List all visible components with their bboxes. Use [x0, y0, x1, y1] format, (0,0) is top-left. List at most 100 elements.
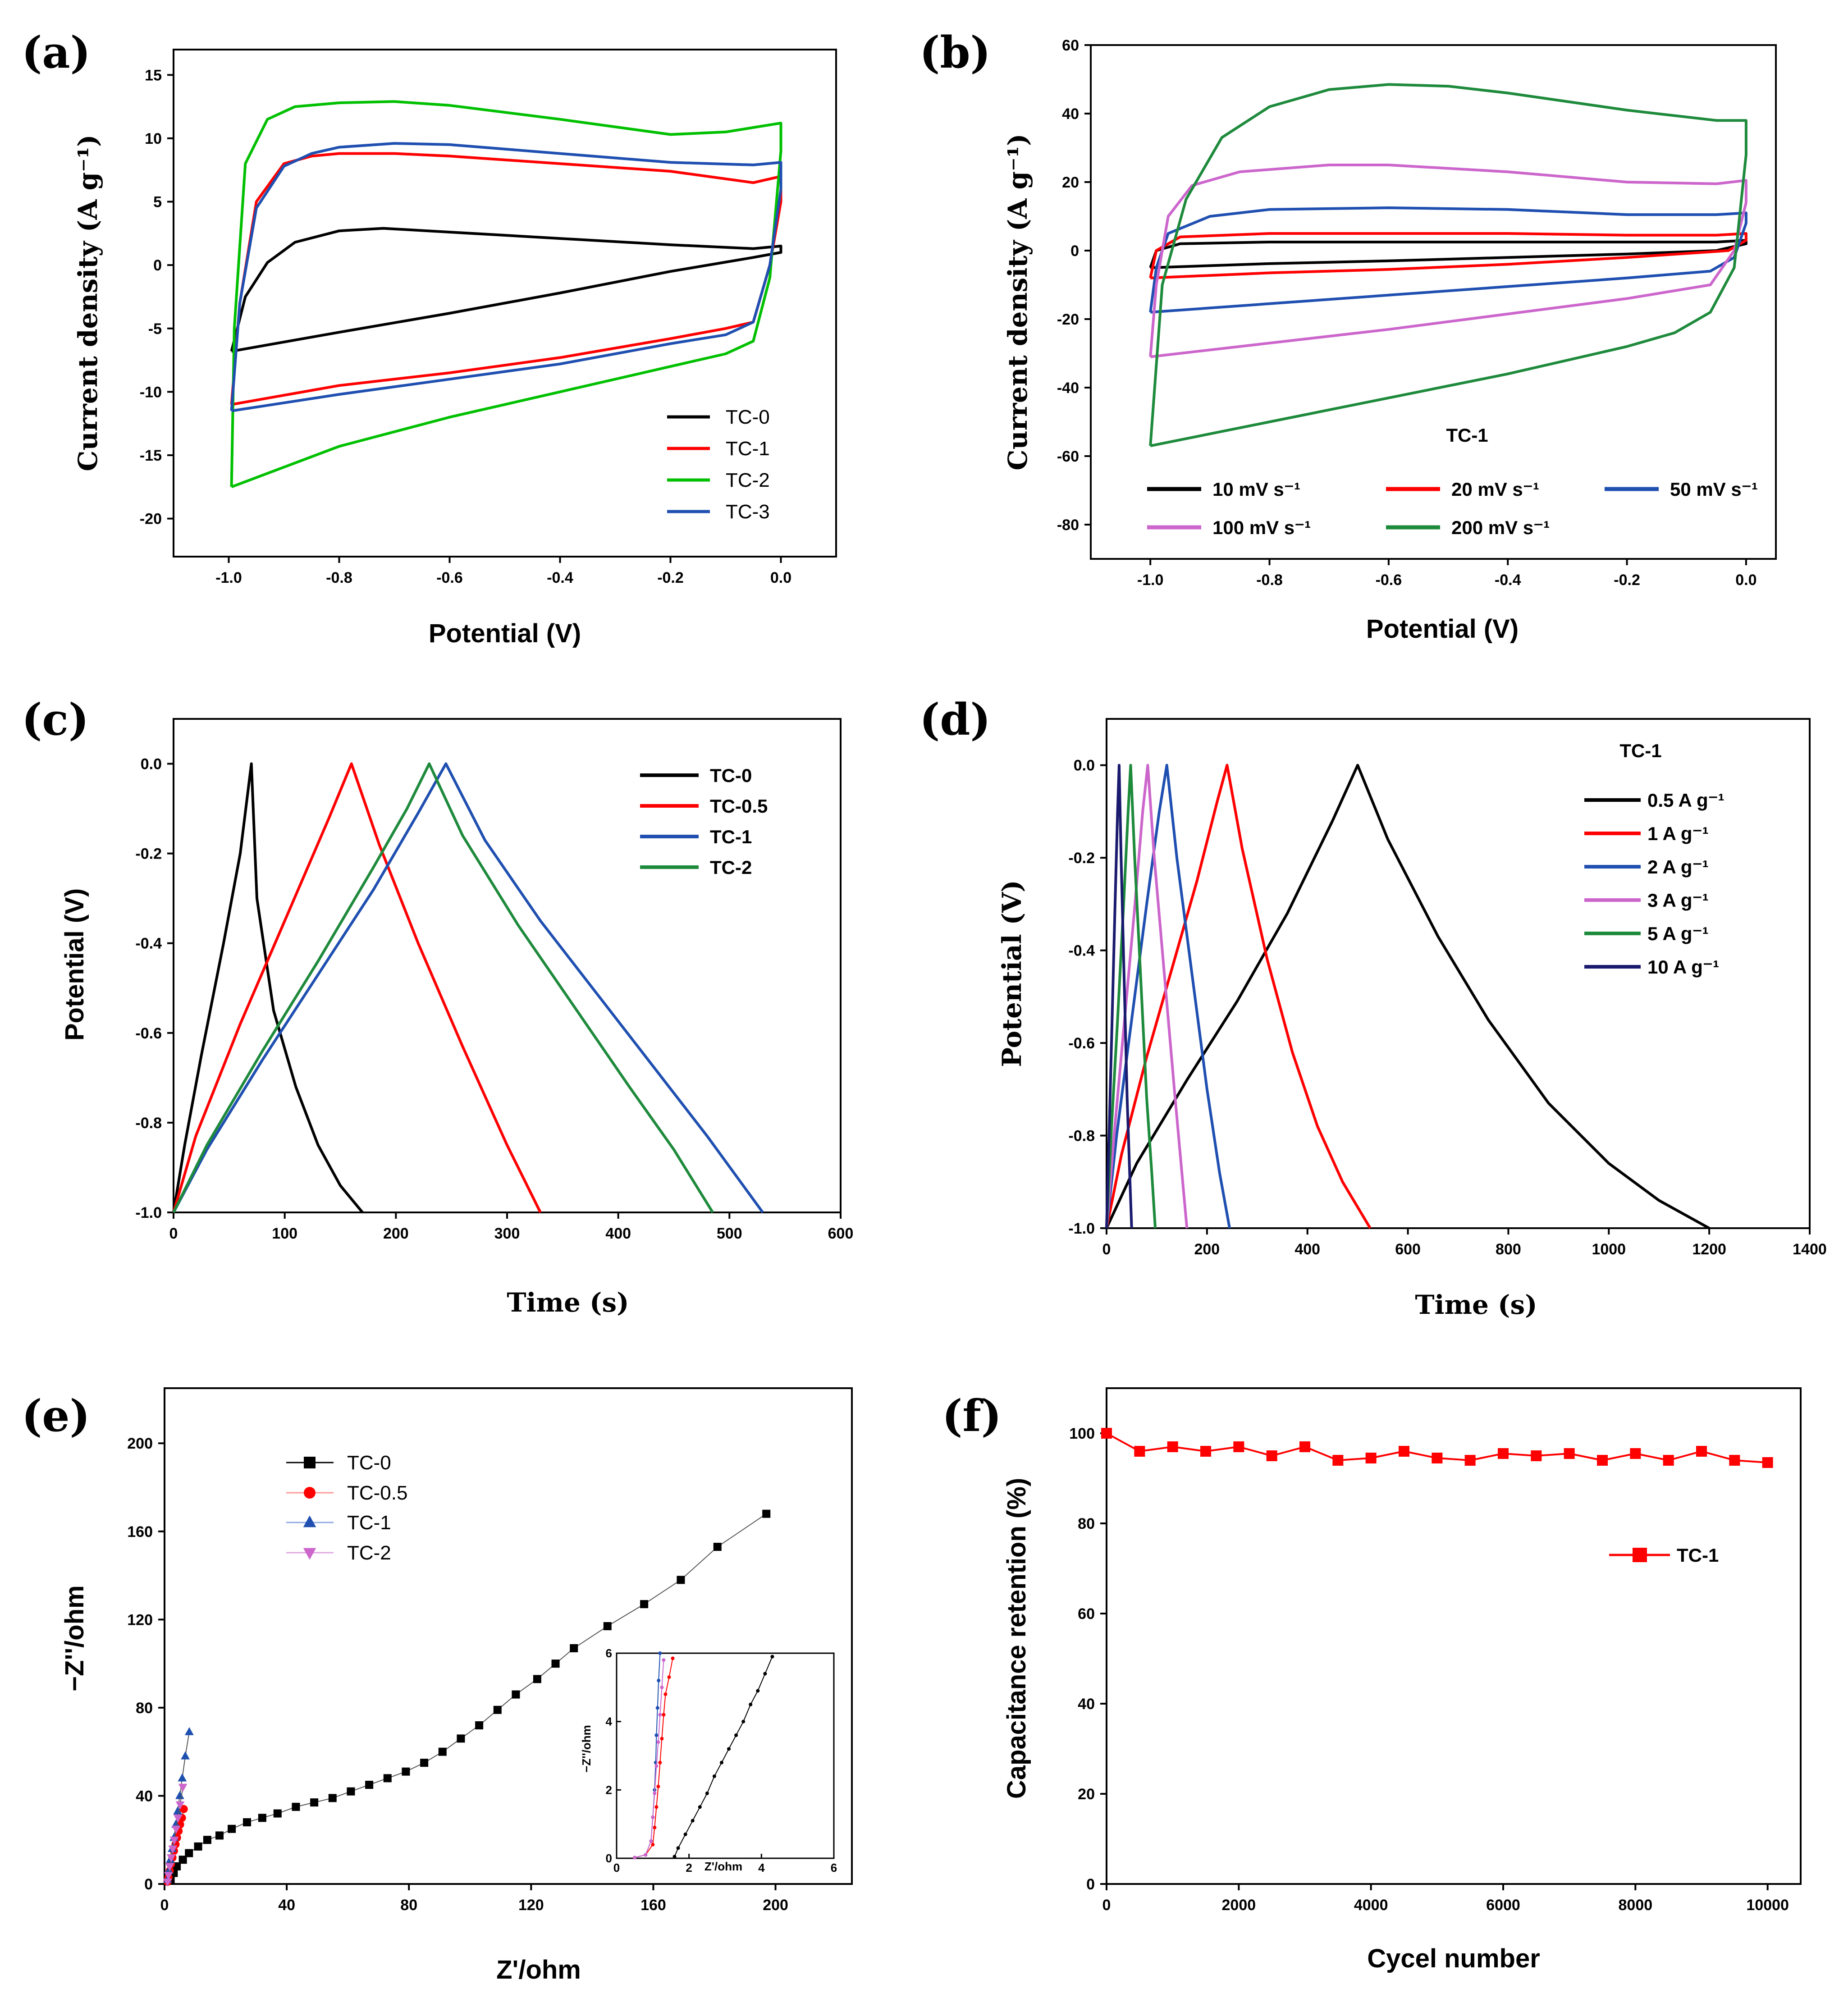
inset-x-tick-label-2: 4 [758, 1861, 765, 1875]
series-line-a-2 [230, 100, 782, 489]
data-point-e-0-9 [243, 1818, 251, 1827]
data-point-e-3-1 [164, 1872, 173, 1880]
y-axis-title-c: Potential (V) [60, 888, 89, 1041]
x-ticks-b: -1.0 -0.8 -0.6 -0.4 -0.2 0.0 [1137, 559, 1757, 589]
y-axis-title-d: Potential (V) [997, 880, 1027, 1067]
y-tick-label-b-1: 40 [1062, 105, 1079, 123]
legend-label-e-3: TC-2 [347, 1542, 391, 1564]
inset-data-point-3-7 [658, 1713, 662, 1717]
y-tick-label-b-0: 60 [1062, 37, 1079, 54]
series-line-d-1 [1105, 764, 1372, 1229]
inset-y-tick-label-2: 4 [606, 1715, 613, 1728]
x-axis-title-c: Time (s) [507, 1287, 629, 1318]
y-tick-label-a-0: 15 [145, 67, 162, 84]
y-ticks-e: 200 160 120 80 40 0 [127, 1435, 165, 1893]
legend-label-c-2: TC-1 [710, 826, 752, 847]
data-point-f-0-16 [1630, 1448, 1641, 1459]
panel-f: (f) 0 2000 4000 6000 8000 10000 100 80 60 40 20 0 … [942, 1387, 1802, 1973]
x-tick-label-b-5: 0.0 [1735, 572, 1757, 589]
y-tick-label-f-4: 20 [1078, 1786, 1095, 1803]
series-line-b-4 [1149, 83, 1747, 448]
y-tick-label-a-1: 10 [145, 130, 162, 147]
data-point-f-0-15 [1597, 1455, 1608, 1466]
inset-x-ticks-e: 0 2 4 6 [613, 1854, 837, 1875]
legend-label-b-1: 20 mV s⁻¹ [1451, 479, 1539, 500]
inset-data-point-0-0 [672, 1855, 677, 1859]
data-point-e-3-6 [171, 1825, 181, 1834]
data-point-e-3-3 [167, 1854, 176, 1863]
legend-label-c-3: TC-2 [710, 857, 752, 878]
legend-label-a-0: TC-0 [726, 406, 770, 428]
legend-f: TC-1 [1609, 1545, 1719, 1566]
data-point-e-3-0 [163, 1878, 172, 1887]
legend-label-e-0: TC-0 [347, 1452, 391, 1474]
series-layer-d [1105, 764, 1710, 1230]
inset-data-point-0-3 [691, 1819, 695, 1823]
inset-y-tick-label-3: 6 [606, 1646, 612, 1660]
inset-data-point-3-1 [644, 1853, 648, 1857]
x-tick-label-d-4: 800 [1496, 1241, 1521, 1258]
legend-label-d-3: 3 A g⁻¹ [1647, 890, 1709, 911]
data-point-e-0-27 [570, 1644, 578, 1652]
inset-x-axis-title-e: Z'/ohm [704, 1860, 742, 1873]
x-ticks-e: 0 40 80 120 160 200 [160, 1884, 788, 1914]
data-point-e-0-11 [273, 1809, 282, 1818]
y-tick-label-e-2: 120 [127, 1611, 153, 1628]
x-tick-label-f-2: 4000 [1354, 1897, 1388, 1914]
y-axis-title-a: Current density (A g⁻¹) [73, 134, 103, 471]
x-tick-label-c-4: 400 [605, 1225, 631, 1242]
x-tick-label-d-2: 400 [1295, 1241, 1320, 1258]
y-tick-label-e-0: 200 [127, 1435, 153, 1452]
data-point-e-3-8 [175, 1801, 185, 1810]
data-point-e-0-30 [677, 1576, 685, 1584]
panel-label-c: (c) [22, 694, 89, 745]
panel-label-d: (d) [919, 694, 991, 745]
data-point-e-0-21 [457, 1734, 465, 1743]
inset-series-line-1 [634, 1658, 673, 1858]
x-ticks-a: -1.0 -0.8 -0.6 -0.4 -0.2 0.0 [215, 557, 791, 586]
y-tick-label-e-1: 160 [127, 1523, 153, 1541]
y-tick-label-c-2: -0.4 [135, 935, 162, 952]
data-point-f-0-17 [1663, 1455, 1674, 1466]
plot-frame-c [173, 718, 842, 1213]
inset-data-point-1-11 [671, 1656, 675, 1660]
inset-data-point-3-5 [654, 1764, 659, 1768]
data-point-f-0-1 [1134, 1446, 1145, 1457]
y-tick-label-c-4: -0.8 [135, 1115, 162, 1132]
series-layer-e [163, 1509, 771, 1887]
inset-x-tick-label-1: 2 [686, 1861, 692, 1875]
data-point-f-0-13 [1531, 1450, 1542, 1461]
data-point-f-0-11 [1464, 1455, 1476, 1466]
series-line-d-3 [1105, 764, 1189, 1229]
x-axis-title-b: Potential (V) [1366, 614, 1519, 644]
y-tick-label-d-0: 0.0 [1074, 757, 1095, 774]
legend-e: TC-0 TC-0.5 TC-1 TC-2 [286, 1452, 407, 1564]
x-tick-label-b-1: -0.8 [1256, 572, 1283, 589]
x-tick-label-a-0: -1.0 [215, 569, 242, 586]
data-point-e-0-19 [420, 1759, 429, 1767]
data-point-e-0-16 [365, 1781, 374, 1789]
inset-data-point-3-2 [649, 1839, 653, 1843]
series-line-d-0 [1105, 764, 1710, 1230]
legend-label-e-2: TC-1 [347, 1512, 391, 1534]
x-tick-label-c-1: 100 [272, 1225, 297, 1242]
x-tick-label-f-4: 8000 [1619, 1897, 1653, 1914]
y-tick-label-a-5: -10 [140, 384, 162, 401]
legend-marker-e-0 [304, 1457, 316, 1468]
panel-c: (c) 0 100 200 300 400 500 600 0.0 -0.2 -0.4 -0.6 -… [22, 694, 853, 1318]
data-point-f-0-19 [1729, 1455, 1740, 1466]
y-axis-title-b: Current density (A g⁻¹) [1002, 133, 1033, 470]
inset-data-point-0-12 [756, 1689, 760, 1693]
legend-label-c-0: TC-0 [710, 765, 752, 786]
series-line-e-3 [167, 1787, 183, 1882]
data-point-e-2-8 [178, 1773, 187, 1782]
series-layer-c [172, 762, 764, 1213]
y-ticks-d: 0.0 -0.2 -0.4 -0.6 -0.8 -1.0 [1068, 757, 1107, 1237]
series-line-d-5 [1105, 764, 1133, 1229]
data-point-e-3-9 [178, 1783, 188, 1792]
legend-label-d-1: 1 A g⁻¹ [1647, 823, 1709, 844]
data-point-e-0-22 [475, 1721, 484, 1729]
data-point-e-0-15 [347, 1787, 355, 1796]
data-point-e-0-10 [258, 1814, 266, 1822]
x-tick-label-d-3: 600 [1395, 1241, 1421, 1258]
